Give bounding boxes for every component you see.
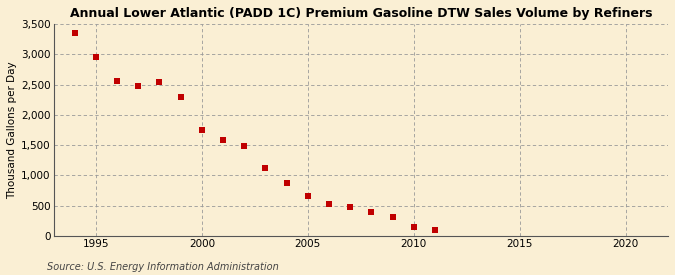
Text: Source: U.S. Energy Information Administration: Source: U.S. Energy Information Administ… (47, 262, 279, 272)
Title: Annual Lower Atlantic (PADD 1C) Premium Gasoline DTW Sales Volume by Refiners: Annual Lower Atlantic (PADD 1C) Premium … (70, 7, 652, 20)
Y-axis label: Thousand Gallons per Day: Thousand Gallons per Day (7, 61, 17, 199)
